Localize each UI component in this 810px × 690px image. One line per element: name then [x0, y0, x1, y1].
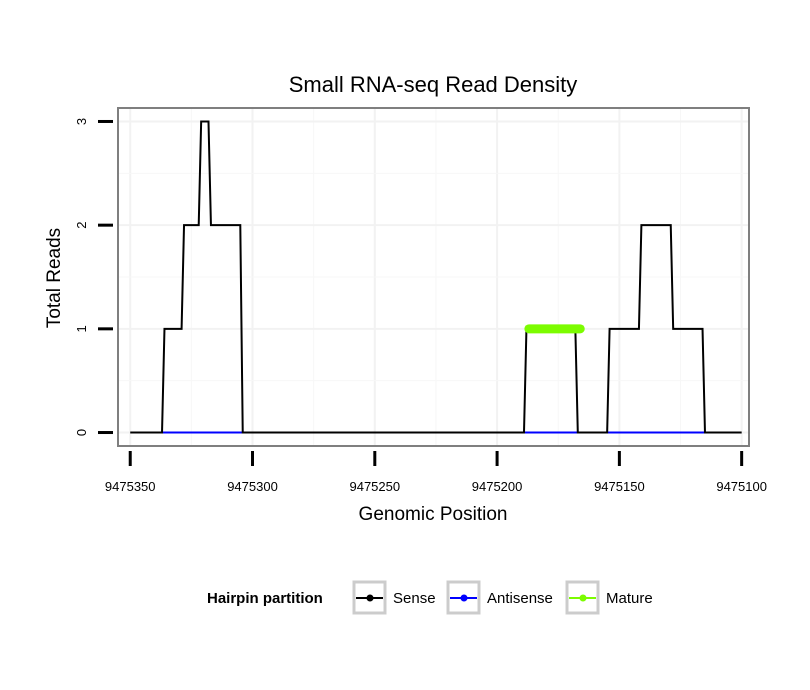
legend: Hairpin partition Sense Antisense Mature: [207, 580, 653, 615]
legend-label-antisense: Antisense: [487, 590, 553, 607]
x-tick-label: 9475150: [594, 479, 645, 494]
legend-label-mature: Mature: [606, 590, 653, 607]
series-layer: [130, 120, 742, 434]
series-line-sense: [130, 120, 742, 434]
x-tick-label: 9475350: [105, 479, 156, 494]
legend-label-sense: Sense: [393, 590, 436, 607]
x-tick-label: 9475200: [472, 479, 523, 494]
y-tick-label: 2: [74, 222, 89, 229]
x-tick-label: 9475100: [716, 479, 767, 494]
x-tick-label: 9475300: [227, 479, 278, 494]
y-tick-label: 3: [74, 118, 89, 125]
ticks: 9475350 9475300 9475250 9475200 9475150 94751…: [74, 118, 767, 494]
legend-title: Hairpin partition: [207, 590, 323, 607]
y-tick-label: 0: [74, 429, 89, 436]
legend-point-mature: [579, 594, 587, 602]
y-axis-label: Total Reads: [44, 228, 65, 328]
x-tick-label: 9475250: [349, 479, 400, 494]
chart-title: Small RNA-seq Read Density: [289, 72, 578, 97]
grid: [118, 108, 749, 446]
y-tick-label: 1: [74, 325, 89, 332]
x-axis-label: Genomic Position: [359, 504, 508, 525]
plot-panel-border: [117, 107, 750, 447]
legend-point-sense: [366, 594, 374, 602]
legend-point-antisense: [460, 594, 468, 602]
